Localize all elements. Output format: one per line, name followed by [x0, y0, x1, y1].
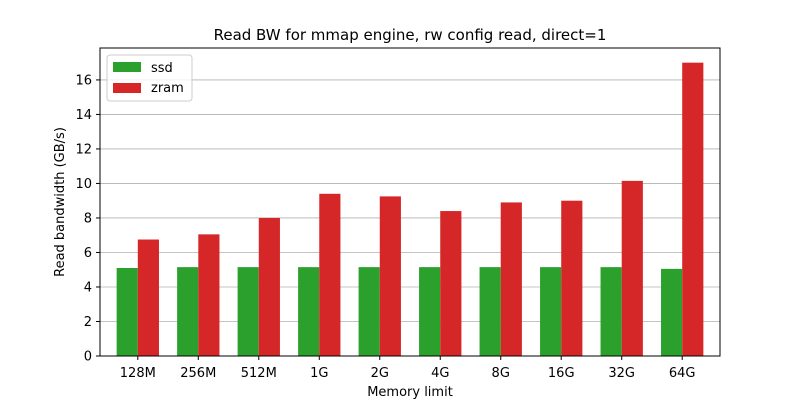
x-tick-label: 1G: [310, 366, 328, 381]
y-tick-label: 4: [84, 280, 92, 295]
y-tick-label: 14: [75, 108, 92, 123]
bar-ssd-32G: [600, 267, 622, 356]
bar-zram-16G: [561, 200, 583, 356]
bar-ssd-4G: [419, 267, 441, 356]
x-tick-label: 128M: [120, 366, 156, 381]
y-tick-label: 2: [84, 315, 92, 330]
y-tick-label: 6: [84, 246, 92, 261]
y-tick-label: 10: [75, 177, 92, 192]
legend-swatch-zram: [113, 83, 141, 93]
x-tick-label: 64G: [669, 366, 696, 381]
plot-frame: [99, 47, 721, 357]
x-tick-label: 256M: [180, 366, 216, 381]
bar-zram-512M: [258, 217, 280, 356]
x-axis-ticks: 128M 256M 512M 1G 2G 4G 8G 16G 32G 64G: [120, 356, 696, 381]
bar-zram-1G: [319, 193, 341, 356]
y-tick-label: 8: [84, 211, 92, 226]
y-axis-ticks: 0 2 4 6 8 10 12 14 16: [75, 73, 100, 365]
bar-zram-128M: [137, 239, 159, 356]
bar-zram-64G: [682, 62, 704, 357]
bar-ssd-16G: [540, 267, 562, 356]
bar-ssd-8G: [479, 267, 501, 356]
legend-label-ssd: ssd: [151, 61, 173, 76]
bar-ssd-128M: [116, 268, 138, 356]
bar-zram-4G: [440, 211, 462, 356]
bar-zram-2G: [379, 196, 401, 356]
bars: [116, 62, 704, 357]
x-axis-label: Memory limit: [367, 385, 453, 400]
x-tick-label: 8G: [492, 366, 510, 381]
x-tick-label: 32G: [608, 366, 635, 381]
bar-ssd-256M: [177, 267, 199, 356]
y-tick-label: 16: [75, 73, 92, 88]
legend-label-zram: zram: [151, 81, 184, 96]
chart-title: Read BW for mmap engine, rw config read,…: [214, 26, 607, 44]
bar-zram-32G: [621, 180, 643, 356]
x-tick-label: 2G: [371, 366, 389, 381]
legend: ssd zram: [106, 54, 193, 102]
bar-zram-8G: [500, 202, 522, 356]
legend-swatch-ssd: [113, 62, 141, 72]
bar-ssd-64G: [661, 268, 683, 356]
bar-ssd-1G: [298, 267, 320, 356]
x-tick-label: 512M: [241, 366, 277, 381]
bar-ssd-512M: [237, 267, 259, 356]
y-tick-label: 0: [84, 350, 92, 365]
y-tick-label: 12: [75, 142, 92, 157]
x-tick-label: 4G: [431, 366, 449, 381]
x-tick-label: 16G: [548, 366, 575, 381]
bar-zram-256M: [198, 234, 220, 356]
y-axis-label: Read bandwidth (GB/s): [53, 127, 68, 277]
bar-ssd-2G: [358, 267, 380, 356]
